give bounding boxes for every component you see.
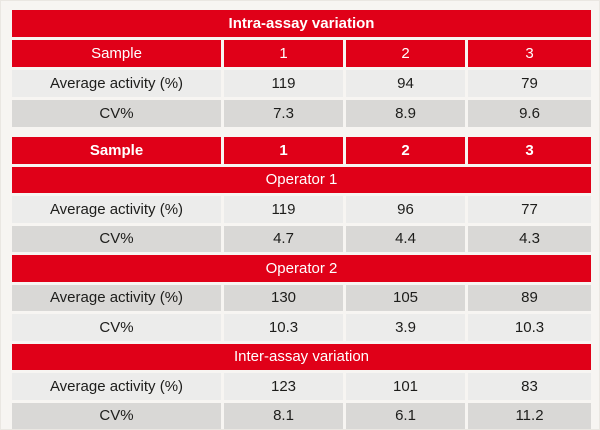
col-header-1: 1: [224, 137, 343, 164]
value-cell: 130: [224, 284, 343, 311]
value-cell: 105: [346, 284, 465, 311]
row-label-cv: CV%: [12, 100, 221, 127]
col-header-1: 1: [224, 40, 343, 67]
value-cell: 9.6: [468, 100, 591, 127]
col-header-2: 2: [346, 137, 465, 164]
value-cell: 4.3: [468, 225, 591, 252]
value-cell: 11.2: [468, 402, 591, 429]
value-cell: 89: [468, 284, 591, 311]
value-cell: 8.9: [346, 100, 465, 127]
section-header-operator-1: Operator 1: [12, 166, 591, 193]
row-label-average-activity: Average activity (%): [12, 284, 221, 311]
row-label-cv: CV%: [12, 225, 221, 252]
value-cell: 119: [224, 196, 343, 223]
value-cell: 83: [468, 373, 591, 400]
value-cell: 101: [346, 373, 465, 400]
operator-inter-assay-table: Sample 1 2 3 Operator 1 Average activity…: [12, 137, 591, 429]
value-cell: 4.7: [224, 225, 343, 252]
intra-assay-title: Intra-assay variation: [12, 10, 591, 37]
value-cell: 7.3: [224, 100, 343, 127]
value-cell: 6.1: [346, 402, 465, 429]
intra-assay-table: Intra-assay variation Sample 1 2 3 Avera…: [12, 10, 591, 127]
row-label-average-activity: Average activity (%): [12, 70, 221, 97]
section-header-operator-2: Operator 2: [12, 255, 591, 282]
value-cell: 10.3: [468, 314, 591, 341]
row-label-average-activity: Average activity (%): [12, 196, 221, 223]
col-header-sample: Sample: [12, 137, 221, 164]
row-label-cv: CV%: [12, 402, 221, 429]
value-cell: 10.3: [224, 314, 343, 341]
value-cell: 3.9: [346, 314, 465, 341]
value-cell: 94: [346, 70, 465, 97]
col-header-2: 2: [346, 40, 465, 67]
value-cell: 8.1: [224, 402, 343, 429]
value-cell: 119: [224, 70, 343, 97]
value-cell: 79: [468, 70, 591, 97]
col-header-sample: Sample: [12, 40, 221, 67]
value-cell: 96: [346, 196, 465, 223]
value-cell: 123: [224, 373, 343, 400]
row-label-cv: CV%: [12, 314, 221, 341]
value-cell: 4.4: [346, 225, 465, 252]
value-cell: 77: [468, 196, 591, 223]
row-label-average-activity: Average activity (%): [12, 373, 221, 400]
col-header-3: 3: [468, 137, 591, 164]
section-header-inter-assay: Inter-assay variation: [12, 343, 591, 370]
col-header-3: 3: [468, 40, 591, 67]
